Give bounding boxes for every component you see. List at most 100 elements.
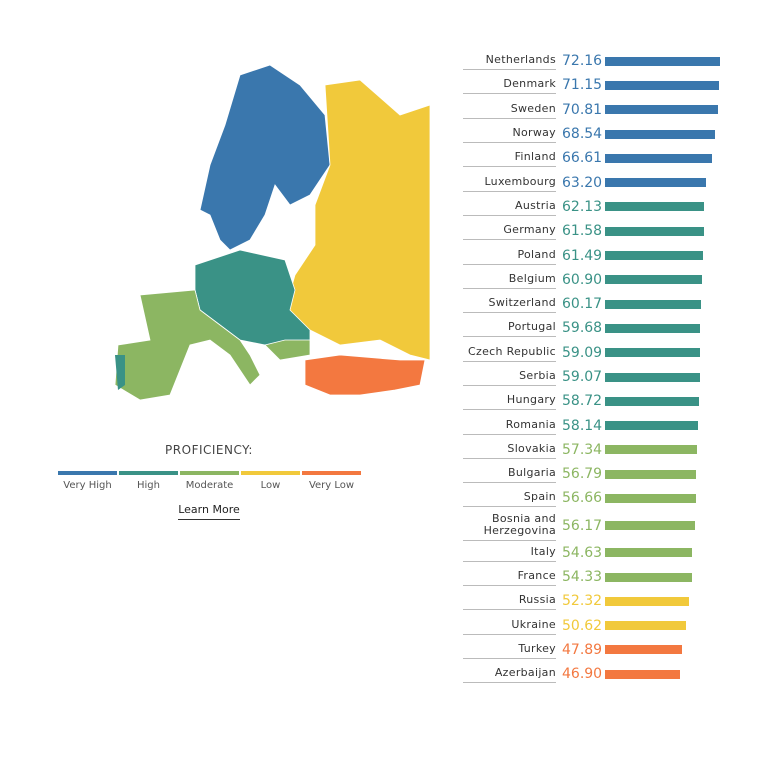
value-label: 62.13 — [562, 198, 603, 215]
category-label: Denmark — [463, 76, 556, 95]
bar — [605, 348, 700, 358]
bar-row: Bulgaria 56.79 — [463, 462, 720, 486]
category-label: Italy — [463, 544, 556, 562]
category-label: Ukraine — [463, 617, 556, 635]
legend-swatch — [58, 471, 117, 475]
value-label: 63.20 — [562, 174, 603, 191]
bar-row: France 54.33 — [463, 565, 720, 589]
legend-item: Very Low — [302, 471, 361, 491]
category-label: Poland — [463, 247, 556, 265]
bar-row: Italy 54.63 — [463, 541, 720, 565]
bar — [605, 275, 703, 285]
bar-row: Slovakia 57.34 — [463, 438, 720, 462]
legend-label: Very High — [63, 480, 112, 491]
category-label: Austria — [463, 198, 556, 216]
value-label: 59.68 — [562, 320, 603, 337]
value-label: 60.90 — [562, 271, 603, 288]
category-label: Serbia — [463, 368, 556, 386]
value-label: 57.34 — [562, 441, 603, 458]
category-label: Russia — [463, 592, 556, 611]
bar-row: Finland 66.61 — [463, 146, 720, 170]
bar — [605, 469, 696, 479]
learn-more-link[interactable]: Learn More — [178, 503, 240, 520]
category-label: Luxembourg — [463, 174, 556, 192]
value-label: 66.61 — [562, 150, 603, 167]
legend-label: Moderate — [185, 480, 234, 491]
bar-row: Spain 56.66 — [463, 486, 720, 510]
bar-row: Netherlands 72.16 — [463, 49, 721, 73]
bar — [605, 596, 689, 606]
value-label: 61.58 — [562, 223, 603, 240]
value-label: 46.90 — [562, 666, 603, 683]
bar — [605, 372, 700, 382]
bar — [605, 548, 693, 558]
category-label: Spain — [463, 489, 556, 508]
bar-row: Denmark 71.15 — [463, 73, 720, 97]
legend-swatch — [180, 471, 239, 475]
bar-row: Turkey 47.89 — [463, 638, 720, 662]
legend: Very High High Moderate Low Very Low — [58, 471, 361, 491]
bar — [605, 105, 719, 115]
bar-row: Luxembourg 63.20 — [463, 170, 720, 194]
bar-row: Hungary 58.72 — [463, 389, 720, 413]
value-label: 47.89 — [562, 641, 603, 658]
bar — [605, 323, 701, 333]
bar-row: Azerbaijan 46.90 — [463, 662, 720, 686]
category-label: Bulgaria — [463, 465, 556, 484]
bar — [605, 396, 699, 406]
category-label: Finland — [463, 149, 556, 168]
legend-swatch — [302, 471, 361, 475]
bar — [605, 621, 686, 631]
bar-row: Bosnia and Herzegovina 56.17 — [463, 511, 720, 541]
bar — [605, 129, 715, 139]
category-label: Hungary — [463, 392, 556, 411]
value-label: 56.79 — [562, 466, 603, 483]
value-label: 56.17 — [562, 517, 603, 534]
bar-row: Norway 68.54 — [463, 122, 720, 146]
value-label: 58.14 — [562, 417, 603, 434]
bar-row: Czech Republic 59.09 — [463, 341, 720, 365]
value-label: 50.62 — [562, 617, 603, 634]
legend-item: Very High — [58, 471, 117, 491]
category-label: Norway — [463, 125, 556, 144]
bar-row: Portugal 59.68 — [463, 316, 720, 340]
bar — [605, 645, 682, 655]
category-label: Turkey — [463, 641, 556, 659]
legend-label: High — [137, 480, 160, 491]
category-label: Sweden — [463, 101, 556, 119]
legend-label: Low — [260, 480, 281, 491]
category-label: Netherlands — [463, 52, 556, 71]
bar-row: Romania 58.14 — [463, 413, 720, 437]
bar-row: Belgium 60.90 — [463, 268, 720, 292]
legend-item: High — [119, 471, 178, 491]
category-label: Belgium — [463, 271, 556, 289]
bar — [605, 421, 699, 431]
bar-row: Serbia 59.07 — [463, 365, 720, 389]
category-label: Czech Republic — [463, 344, 556, 362]
category-label: Bosnia and Herzegovina — [463, 511, 556, 541]
category-label: Romania — [463, 417, 556, 435]
category-label: Portugal — [463, 319, 556, 338]
value-label: 56.66 — [562, 490, 603, 507]
bar-row: Poland 61.49 — [463, 243, 720, 267]
value-label: 60.17 — [562, 296, 603, 313]
bar — [605, 153, 712, 163]
value-label: 59.07 — [562, 369, 603, 385]
value-label: 70.81 — [562, 101, 603, 118]
bar — [605, 669, 681, 679]
value-label: 72.16 — [562, 53, 603, 70]
legend-swatch — [241, 471, 300, 475]
bar — [605, 493, 696, 503]
bar — [605, 226, 704, 236]
value-label: 71.15 — [562, 77, 603, 94]
bar-row: Austria 62.13 — [463, 195, 720, 219]
value-label: 58.72 — [562, 393, 603, 410]
legend-title: PROFICIENCY: — [165, 443, 253, 457]
bar-row: Sweden 70.81 — [463, 98, 720, 122]
value-label: 59.09 — [562, 344, 603, 361]
category-label: France — [463, 568, 556, 587]
bar — [605, 56, 721, 66]
bar — [605, 445, 697, 455]
category-label: Germany — [463, 222, 556, 241]
